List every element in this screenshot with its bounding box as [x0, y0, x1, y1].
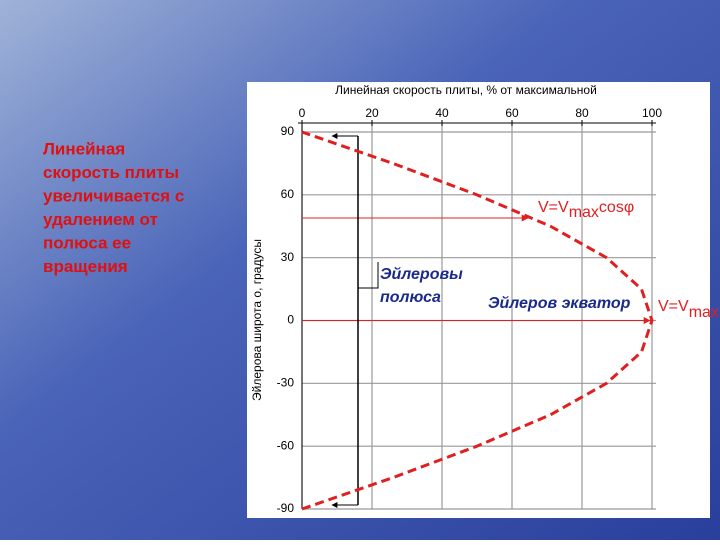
vmax-part: V=V — [658, 298, 689, 315]
y-tick-label: -90 — [277, 501, 295, 515]
vmax-part: max — [689, 304, 719, 321]
y-axis-title: Эйлерова широта о, градусы — [250, 239, 264, 401]
formula-part: V=V — [538, 199, 569, 216]
slide-text-line: Линейная — [43, 139, 125, 158]
formula-annotation: V=Vmaxcosφ — [538, 199, 634, 221]
slide-text-line: скорость плиты — [43, 163, 179, 182]
slide-text-line: увеличивается с — [43, 186, 184, 205]
x-tick-label: 40 — [435, 106, 449, 120]
slide-text-line: удалением от — [43, 210, 158, 229]
pole-pointer — [358, 262, 379, 289]
y-tick-label: 30 — [281, 250, 295, 264]
y-tick-label: -30 — [277, 376, 295, 390]
formula-part: max — [569, 204, 599, 221]
formula-part: cosφ — [599, 199, 634, 216]
vmax-annotation: V=Vmax — [658, 298, 719, 321]
x-axis-title: Линейная скорость плиты, % от максимальн… — [335, 83, 597, 97]
slide-text-line: полюса ее — [43, 233, 131, 252]
x-tick-label: 100 — [642, 106, 662, 120]
chart: 0 20 40 60 80 100-90-60-300306090V=VmaxcosφV=… — [277, 106, 719, 515]
y-tick-label: 0 — [287, 313, 294, 327]
x-tick-label: 20 — [365, 106, 379, 120]
equator-label: Эйлеров экватор — [488, 295, 631, 312]
y-tick-label: 60 — [281, 187, 295, 201]
x-tick-label: 0 — [299, 106, 306, 120]
slide-text: Линейная скорость плиты увеличивается с уда… — [43, 139, 184, 276]
x-tick-label: 60 — [505, 106, 519, 120]
slide-text-line: вращения — [43, 257, 128, 276]
poles-label: Эйлеровы — [380, 266, 463, 283]
poles-label: полюса — [380, 289, 441, 306]
y-tick-label: 90 — [281, 124, 295, 138]
curve — [301, 130, 654, 511]
chart-panel — [247, 82, 710, 518]
y-tick-label: -60 — [277, 438, 295, 452]
x-tick-label: 80 — [575, 106, 589, 120]
